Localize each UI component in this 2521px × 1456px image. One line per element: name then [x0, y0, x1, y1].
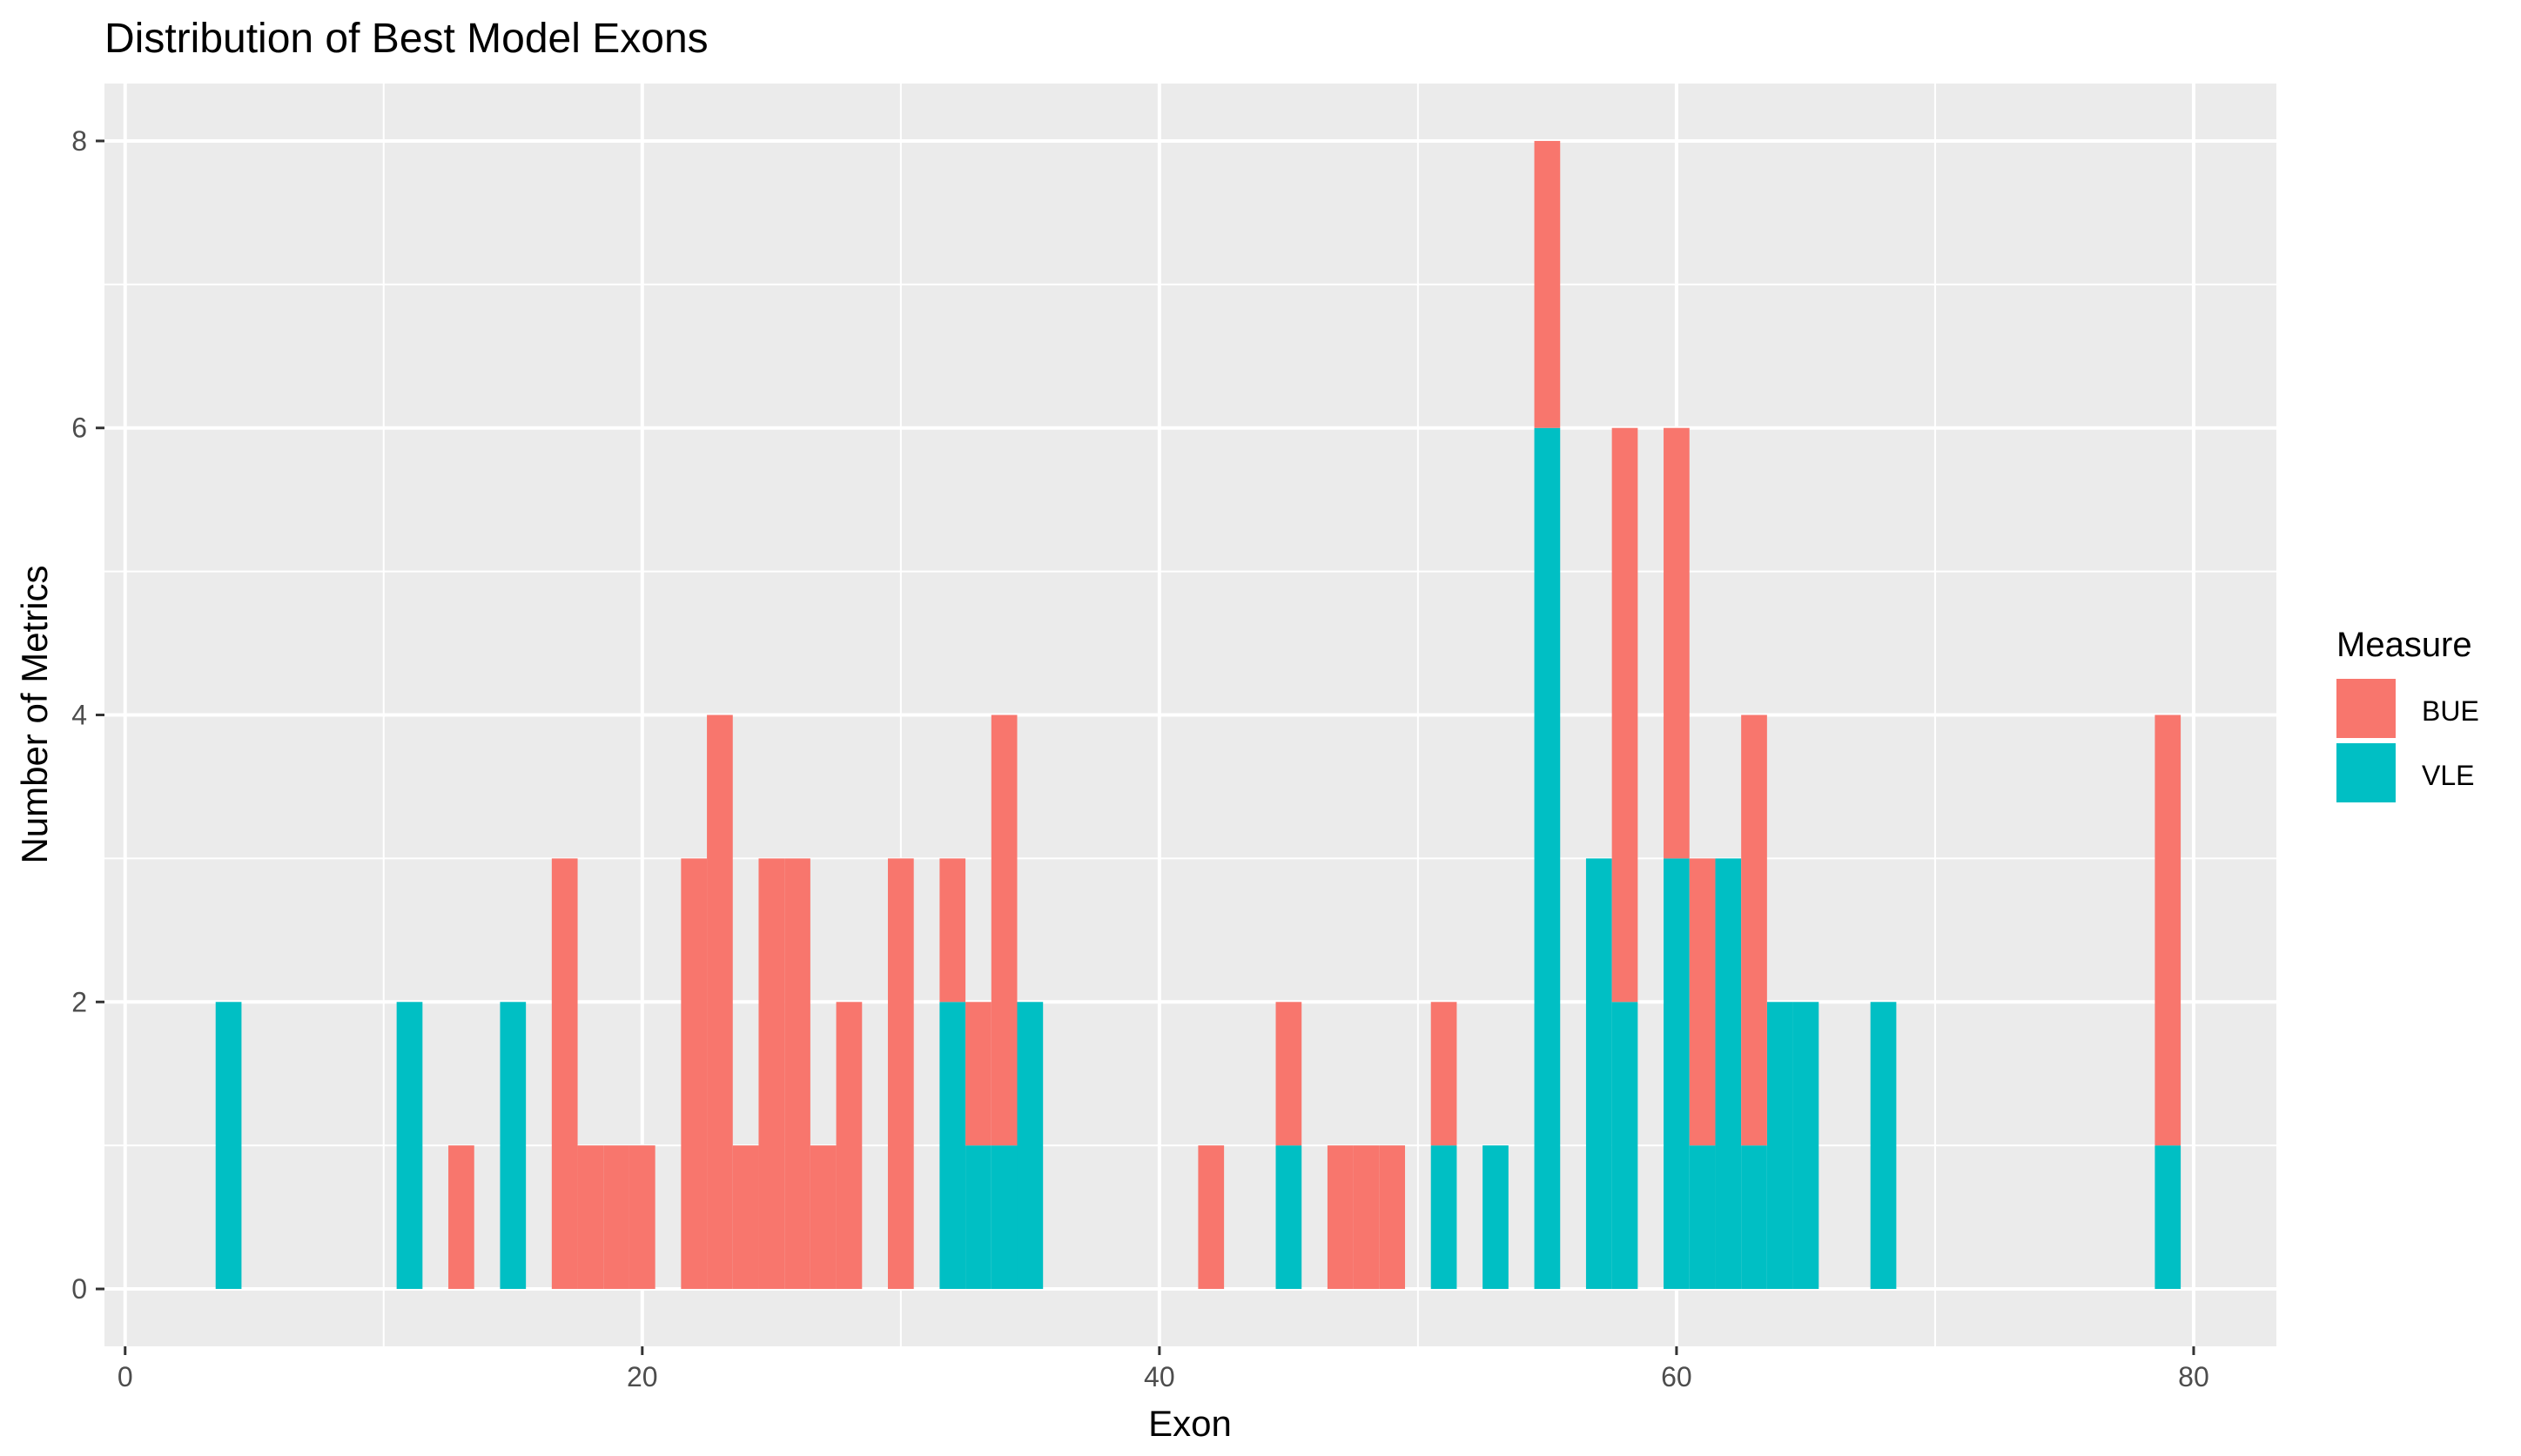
grid-major-lines — [104, 84, 2276, 1346]
y-tick-label: 4 — [71, 700, 87, 731]
bar-vle-exon-11 — [396, 1002, 423, 1290]
bar-vle-exon-62 — [1715, 858, 1742, 1290]
bar-vle-exon-35 — [1017, 1002, 1044, 1290]
x-tick-label: 40 — [1144, 1361, 1175, 1392]
bar-vle-exon-15 — [500, 1002, 527, 1290]
bar-vle-exon-68 — [1870, 1002, 1897, 1290]
bar-bue-exon-22 — [681, 858, 708, 1290]
bar-bue-exon-55 — [1534, 140, 1561, 428]
bar-bue-exon-18 — [577, 1145, 604, 1290]
bar-bue-exon-28 — [836, 1002, 863, 1290]
bar-bue-exon-61 — [1689, 858, 1716, 1146]
bar-bue-exon-26 — [784, 858, 810, 1290]
bar-vle-exon-65 — [1792, 1002, 1819, 1290]
y-tick-label: 0 — [71, 1273, 87, 1305]
bar-vle-exon-4 — [215, 1002, 242, 1290]
bar-bue-exon-45 — [1275, 1002, 1302, 1146]
bar-vle-exon-55 — [1534, 427, 1561, 1290]
bar-vle-exon-53 — [1482, 1145, 1509, 1290]
bar-bue-exon-47 — [1327, 1145, 1354, 1290]
y-axis: 0 2 4 6 8 — [71, 125, 104, 1305]
y-tick-label: 2 — [71, 986, 87, 1017]
bar-vle-exon-79 — [2155, 1145, 2182, 1290]
bar-bue-exon-42 — [1198, 1145, 1225, 1290]
x-tick-label: 80 — [2178, 1361, 2209, 1392]
bars-layer — [215, 140, 2182, 1290]
bar-bue-exon-51 — [1430, 1002, 1457, 1146]
bar-bue-exon-58 — [1611, 427, 1638, 1003]
x-tick-label: 0 — [118, 1361, 133, 1392]
bar-bue-exon-32 — [939, 858, 966, 1003]
bar-bue-exon-63 — [1741, 715, 1767, 1146]
y-tick-label: 6 — [71, 413, 87, 444]
bar-bue-exon-13 — [448, 1145, 474, 1290]
bar-vle-exon-33 — [965, 1145, 992, 1290]
legend-title: Measure — [2336, 626, 2472, 664]
bar-vle-exon-60 — [1664, 858, 1690, 1290]
bar-vle-exon-58 — [1611, 1002, 1638, 1290]
bar-bue-exon-30 — [887, 858, 914, 1290]
legend-key-bue — [2336, 679, 2396, 738]
bar-bue-exon-24 — [732, 1145, 759, 1290]
x-axis-label: Exon — [1148, 1403, 1232, 1444]
x-tick-label: 60 — [1661, 1361, 1692, 1392]
bar-bue-exon-33 — [965, 1002, 992, 1146]
bar-bue-exon-17 — [551, 858, 578, 1290]
bar-bue-exon-49 — [1379, 1145, 1406, 1290]
legend: Measure BUE VLE — [2336, 626, 2479, 802]
y-axis-label: Number of Metrics — [14, 565, 55, 863]
chart-title: Distribution of Best Model Exons — [104, 16, 709, 62]
bar-bue-exon-79 — [2155, 715, 2182, 1146]
bar-vle-exon-61 — [1689, 1145, 1716, 1290]
bar-vle-exon-64 — [1766, 1002, 1793, 1290]
bar-bue-exon-25 — [758, 858, 785, 1290]
legend-label-bue: BUE — [2422, 695, 2479, 727]
bar-vle-exon-32 — [939, 1002, 966, 1290]
bar-vle-exon-45 — [1275, 1145, 1302, 1290]
bar-bue-exon-27 — [810, 1145, 837, 1290]
bar-bue-exon-60 — [1664, 427, 1690, 859]
legend-label-vle: VLE — [2422, 760, 2474, 791]
bar-bue-exon-19 — [603, 1145, 629, 1290]
bar-vle-exon-57 — [1585, 858, 1612, 1290]
x-tick-label: 20 — [627, 1361, 658, 1392]
bar-vle-exon-34 — [991, 1145, 1018, 1290]
bar-vle-exon-51 — [1430, 1145, 1457, 1290]
bar-vle-exon-63 — [1741, 1145, 1767, 1290]
y-tick-label: 8 — [71, 125, 87, 157]
legend-key-vle — [2336, 743, 2396, 802]
bar-bue-exon-20 — [629, 1145, 655, 1290]
x-axis: 0 20 40 60 80 — [118, 1346, 2209, 1392]
bar-bue-exon-48 — [1353, 1145, 1380, 1290]
bar-bue-exon-34 — [991, 715, 1018, 1146]
bar-bue-exon-23 — [707, 715, 733, 1290]
